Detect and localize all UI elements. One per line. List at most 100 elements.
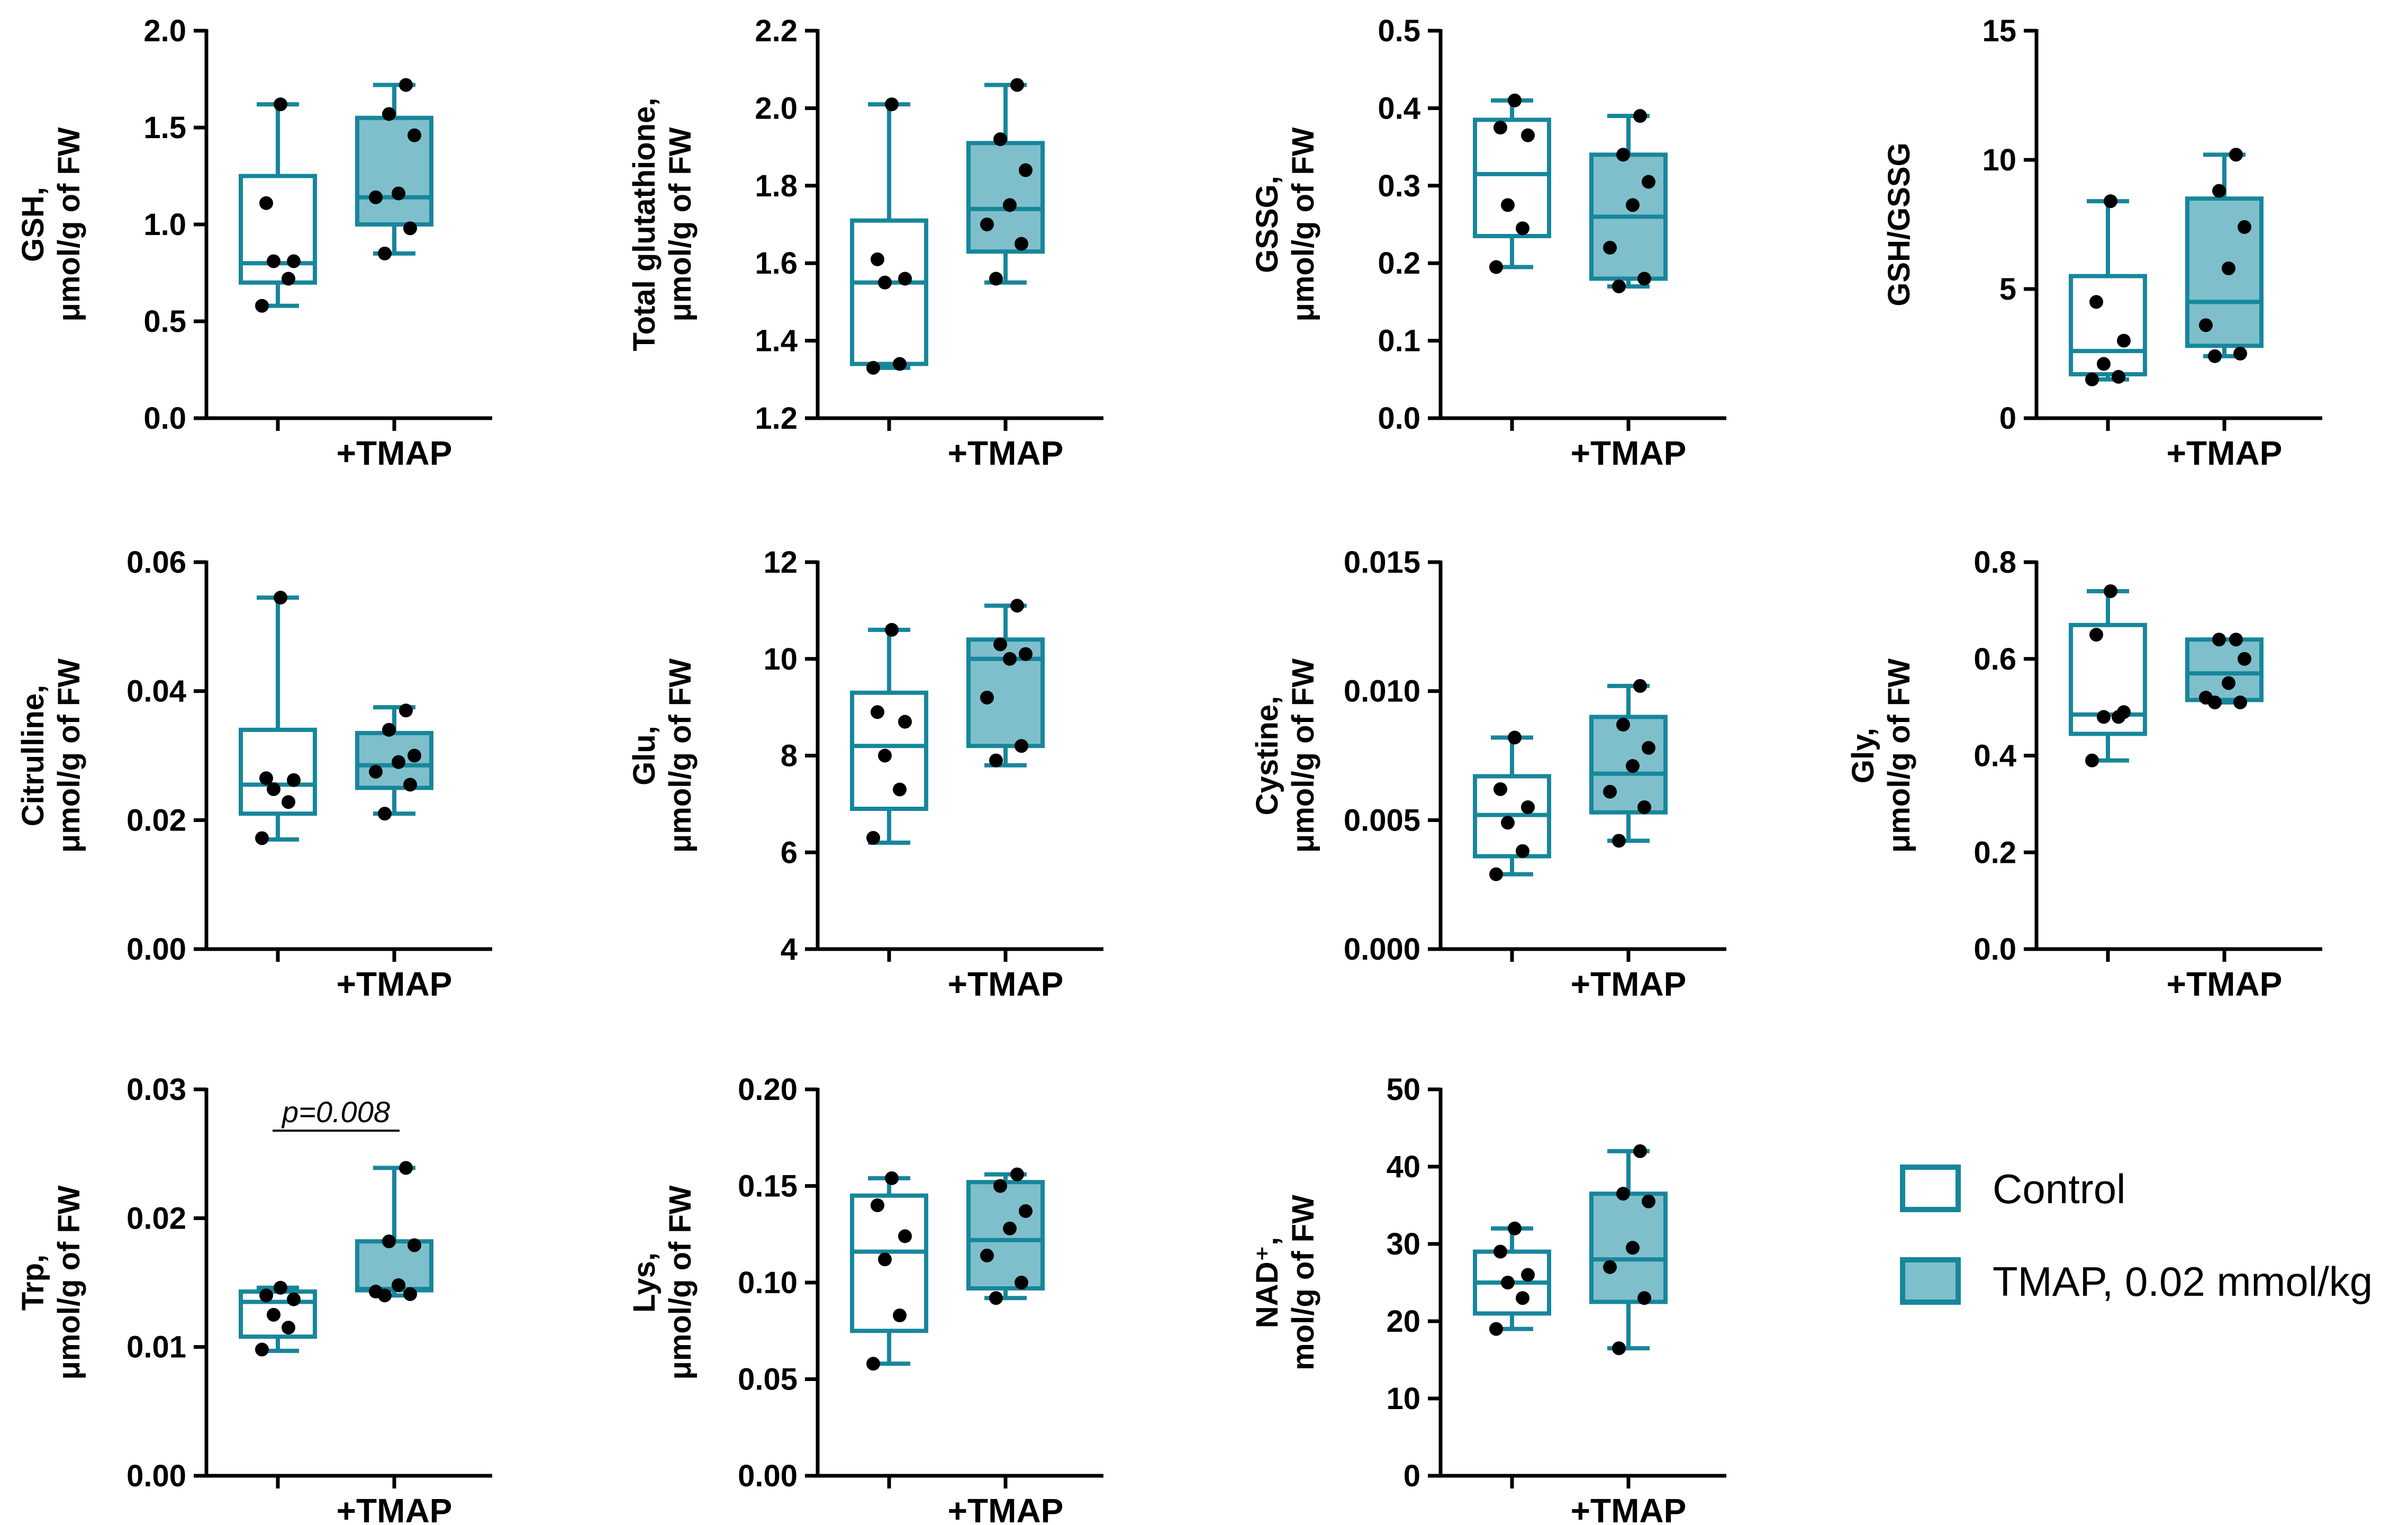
data-point	[378, 246, 392, 260]
data-point	[1489, 867, 1503, 881]
data-point	[993, 637, 1007, 652]
box-control	[850, 1171, 928, 1371]
data-point	[2222, 261, 2235, 275]
box-tmap	[966, 599, 1045, 768]
x-group-label: +TMAP	[948, 434, 1064, 472]
data-point	[1015, 739, 1028, 753]
y-tick-label: 0.2	[1974, 835, 2016, 870]
data-point	[287, 254, 301, 268]
data-point	[2212, 633, 2226, 647]
y-axis-label: Trp,	[16, 1255, 50, 1311]
data-point	[2104, 194, 2117, 209]
data-point	[1637, 272, 1651, 286]
data-point	[1603, 784, 1617, 799]
data-point	[2199, 690, 2213, 705]
y-tick-label: 0.02	[126, 803, 186, 837]
y-axis-label: μmol/g of FW	[1286, 658, 1320, 853]
data-point	[885, 1171, 899, 1185]
data-point	[893, 1309, 907, 1323]
data-point	[399, 1161, 413, 1175]
data-point	[2229, 148, 2243, 162]
data-point	[871, 1198, 884, 1212]
data-point	[1019, 647, 1033, 661]
y-tick-label: 0.8	[1974, 545, 2016, 580]
y-tick-label: 10	[763, 642, 798, 676]
panel-3: 0.0 0.1 0.2 0.3 0.4 0.5 +TMAP GSSG, μmol/g of FW	[1250, 14, 1726, 472]
data-point	[382, 107, 396, 121]
data-point	[871, 705, 884, 719]
box-tmap	[355, 78, 433, 260]
box-control	[850, 97, 928, 375]
data-point	[1493, 1244, 1507, 1259]
data-point	[898, 1229, 912, 1243]
data-point	[1633, 1144, 1647, 1158]
y-tick-label: 0.4	[1974, 739, 2016, 773]
data-point	[878, 748, 892, 763]
x-group-label: +TMAP	[337, 434, 452, 472]
data-point	[408, 748, 421, 763]
data-point	[1603, 240, 1617, 255]
data-point	[267, 782, 280, 796]
data-point	[382, 723, 396, 737]
data-point	[2097, 357, 2111, 371]
data-point	[1603, 1260, 1617, 1274]
panel-1: 0.0 0.5 1.0 1.5 2.0 +TMAP GSH, μmol/g of FW	[16, 14, 492, 472]
y-tick-label: 0.01	[126, 1330, 186, 1365]
data-point	[1489, 1322, 1503, 1336]
data-point	[1516, 221, 1529, 236]
data-point	[1019, 1204, 1033, 1218]
box-tmap	[1589, 109, 1668, 294]
y-tick-label: 0.04	[126, 674, 186, 709]
y-axis-label: μmol/g of FW	[663, 1185, 698, 1380]
data-point	[259, 196, 273, 210]
data-point	[893, 357, 907, 371]
box-control	[1473, 93, 1551, 274]
data-point	[993, 132, 1007, 146]
data-point	[1633, 679, 1647, 693]
data-point	[369, 764, 383, 779]
panel-6: 4 6 8 10 12 +TMAP Glu, μmol/g of FW	[627, 545, 1103, 1003]
legend-label: Control	[1993, 1166, 2125, 1212]
y-tick-label: 0.00	[738, 1459, 798, 1493]
iqr-box	[239, 1289, 317, 1339]
data-point	[2229, 633, 2243, 647]
data-point	[282, 1321, 295, 1335]
data-point	[898, 715, 912, 729]
box-control	[2069, 194, 2147, 386]
y-tick-label: 2.2	[755, 14, 798, 48]
y-tick-label: 1.6	[755, 246, 798, 281]
data-point	[2117, 705, 2131, 719]
data-point	[885, 622, 899, 637]
data-point	[369, 190, 383, 204]
y-axis-label: GSSG,	[1250, 176, 1284, 273]
y-tick-label: 0.0	[1378, 401, 1420, 436]
y-tick-label: 0.20	[738, 1072, 798, 1107]
y-tick-label: 30	[1386, 1227, 1420, 1261]
data-point	[1015, 1276, 1028, 1289]
data-point	[1003, 1221, 1017, 1235]
data-point	[255, 831, 269, 845]
iqr-box	[239, 727, 317, 816]
y-tick-label: 6	[781, 835, 798, 870]
y-tick-label: 1.2	[755, 401, 798, 436]
y-axis-label: μmol/g of FW	[663, 127, 698, 322]
legend: Control TMAP, 0.02 mmol/kg	[1900, 1165, 2373, 1305]
y-tick-label: 0.005	[1344, 803, 1420, 837]
data-point	[1626, 198, 1640, 212]
data-point	[1521, 128, 1535, 142]
data-point	[1493, 782, 1507, 796]
data-point	[274, 97, 287, 112]
panel-2: 1.2 1.4 1.6 1.8 2.0 2.2 +TMAP Total glutathione…	[627, 14, 1103, 472]
y-tick-label: 0.0	[143, 401, 186, 436]
panel-10: 0.00 0.05 0.10 0.15 0.20 +TMAP Lys, μmol/g of F…	[627, 1072, 1103, 1525]
iqr-box	[2069, 274, 2147, 377]
y-tick-label: 0.6	[1974, 642, 2016, 676]
data-point	[1508, 730, 1522, 745]
data-point	[993, 1179, 1007, 1193]
iqr-box	[850, 218, 928, 366]
data-point	[1637, 1291, 1651, 1305]
data-point	[2222, 676, 2235, 690]
y-tick-label: 0.10	[738, 1266, 798, 1300]
data-point	[866, 831, 880, 845]
